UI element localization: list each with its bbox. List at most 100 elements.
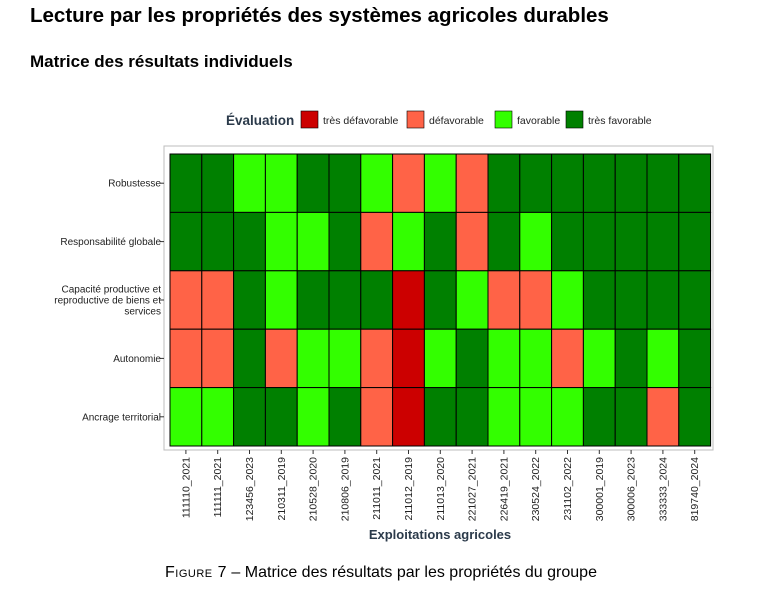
x-axis-tick-label: 300001_2019 <box>594 457 606 521</box>
heatmap-cell <box>487 328 521 389</box>
heatmap-cell <box>519 270 553 330</box>
heatmap-cell <box>264 211 298 272</box>
heatmap-cell <box>328 211 362 272</box>
heatmap-cell <box>678 387 712 447</box>
legend-title: Évaluation <box>226 113 294 128</box>
heatmap-cell <box>328 153 362 213</box>
heatmap-cell <box>169 211 203 272</box>
heatmap-cell <box>678 211 712 272</box>
heatmap-cell <box>551 211 584 272</box>
figure-caption-label: Figure 7 <box>165 564 227 581</box>
x-axis-tick-label: 819740_2024 <box>689 457 701 521</box>
heatmap-cell <box>678 328 712 389</box>
heatmap-cell <box>296 153 330 213</box>
figure-caption-separator: – <box>226 564 245 581</box>
heatmap-cell <box>487 387 521 447</box>
heatmap-cell <box>614 270 648 330</box>
heatmap-cell <box>551 328 584 389</box>
x-axis-title: Exploitations agricoles <box>369 527 511 542</box>
x-axis-tick-label: 226419_2021 <box>498 457 510 521</box>
heatmap-cell <box>264 153 298 213</box>
x-axis-tick-label: 211013_2020 <box>435 457 447 521</box>
heatmap-cell <box>519 211 553 272</box>
heatmap-cell <box>328 328 362 389</box>
x-axis-tick-label: 111110_2021 <box>180 457 192 518</box>
page-title: Lecture par les propriétés des systèmes … <box>30 4 609 27</box>
heatmap-cell <box>614 387 648 447</box>
heatmap-cell <box>296 270 330 330</box>
heatmap-cell <box>264 270 298 330</box>
heatmap-cell <box>455 211 489 272</box>
heatmap-cell <box>360 387 394 447</box>
heatmap-cell <box>233 153 266 213</box>
figure-caption: Figure 7 – Matrice des résultats par les… <box>0 564 762 582</box>
heatmap-cell <box>551 153 584 213</box>
heatmap-cell <box>646 153 680 213</box>
heatmap-cell <box>296 328 330 389</box>
legend-label: très défavorable <box>323 115 398 127</box>
heatmap-cell <box>296 387 330 447</box>
legend-swatch <box>494 110 513 129</box>
heatmap-cell <box>582 270 616 330</box>
heatmap-cell <box>614 211 648 272</box>
x-axis-tick-label: 210806_2019 <box>339 457 351 521</box>
heatmap-cell <box>423 270 457 330</box>
heatmap-cell <box>296 211 330 272</box>
heatmap-cell <box>201 270 235 330</box>
heatmap-cell <box>264 387 298 447</box>
y-axis-tick-label: Ancrage territorial <box>82 412 161 423</box>
heatmap-cell <box>264 328 298 389</box>
legend-swatch <box>565 110 584 129</box>
heatmap-cell <box>201 328 235 389</box>
x-axis-tick-label: 300006_2023 <box>626 457 638 521</box>
y-axis-tick-label: Robustesse <box>108 179 161 190</box>
heatmap-cell <box>551 387 584 447</box>
heatmap-cell <box>455 153 489 213</box>
x-axis-tick-label: 123456_2023 <box>244 457 256 521</box>
heatmap-cell <box>392 270 425 330</box>
heatmap-cell <box>646 328 680 389</box>
section-title: Matrice des résultats individuels <box>30 52 293 71</box>
heatmap-cell <box>328 270 362 330</box>
heatmap-cell <box>169 270 203 330</box>
heatmap-cell <box>233 270 266 330</box>
heatmap-cell <box>201 211 235 272</box>
x-axis-tick-label: 333333_2024 <box>657 457 669 521</box>
heatmap-cell <box>328 387 362 447</box>
heatmap-cell <box>392 387 425 447</box>
heatmap-cell <box>169 387 203 447</box>
legend-swatch <box>406 110 425 129</box>
x-axis-tick-label: 211012_2019 <box>403 457 415 521</box>
heatmap-cell <box>519 328 553 389</box>
heatmap-cell <box>646 211 680 272</box>
heatmap-cell <box>233 328 266 389</box>
heatmap-cell <box>455 328 489 389</box>
heatmap-cell <box>392 153 425 213</box>
legend-label: très favorable <box>588 115 652 127</box>
heatmap-cell <box>201 153 235 213</box>
heatmap-cell <box>169 153 203 213</box>
heatmap-cell <box>455 270 489 330</box>
y-axis-tick-label: Capacité productive et reproductive de bi… <box>54 285 161 318</box>
heatmap-cell <box>678 153 712 213</box>
heatmap-cell <box>519 153 553 213</box>
heatmap-cell <box>582 153 616 213</box>
heatmap-cell <box>487 211 521 272</box>
heatmap-chart: Robustesse Responsabilité globale Capacité… <box>54 110 714 542</box>
heatmap-cell <box>360 211 394 272</box>
heatmap-cell <box>455 387 489 447</box>
x-axis-tick-label: 111111_2021 <box>212 457 224 517</box>
heatmap-cell <box>360 153 394 213</box>
x-axis-tick-label: 211011_2021 <box>371 457 383 520</box>
heatmap-cell <box>614 153 648 213</box>
heatmap-cell <box>392 328 425 389</box>
heatmap-cell <box>614 328 648 389</box>
legend-label: favorable <box>517 115 560 127</box>
heatmap-cell <box>678 270 712 330</box>
heatmap-cell <box>423 328 457 389</box>
heatmap-cell <box>646 270 680 330</box>
x-axis-tick-label: 221027_2021 <box>467 457 479 521</box>
y-axis-tick-label: Responsabilité globale <box>60 237 161 248</box>
heatmap-cell <box>423 211 457 272</box>
heatmap-cell <box>392 211 425 272</box>
